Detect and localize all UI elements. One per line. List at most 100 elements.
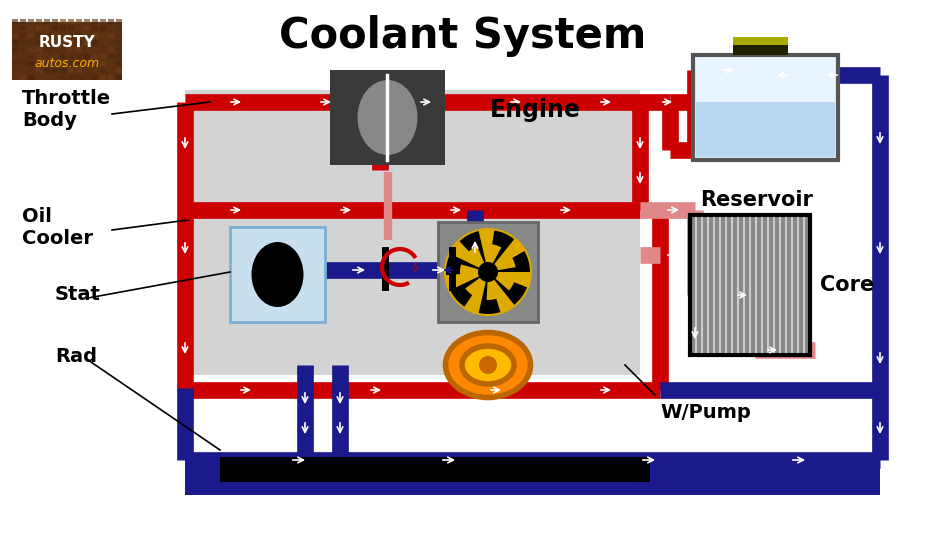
- Bar: [76, 19, 82, 24]
- Bar: [52, 26, 58, 31]
- Bar: [52, 47, 58, 52]
- Text: autos.com: autos.com: [34, 57, 99, 70]
- Bar: [60, 47, 66, 52]
- Bar: [36, 19, 42, 24]
- Bar: [20, 47, 26, 52]
- Wedge shape: [488, 244, 502, 272]
- Text: Rad: Rad: [55, 348, 97, 366]
- Bar: [92, 33, 98, 38]
- Wedge shape: [465, 272, 488, 297]
- Bar: [12, 61, 18, 66]
- Bar: [52, 68, 58, 73]
- Circle shape: [478, 262, 498, 282]
- Text: Reservoir: Reservoir: [700, 190, 813, 210]
- Bar: [116, 40, 122, 45]
- Wedge shape: [488, 255, 515, 272]
- Bar: [28, 40, 34, 45]
- Bar: [52, 54, 58, 59]
- Bar: [84, 40, 90, 45]
- Bar: [36, 75, 42, 80]
- Text: RUSTY: RUSTY: [39, 35, 95, 50]
- Bar: [20, 40, 26, 45]
- Bar: [116, 33, 122, 38]
- Bar: [92, 54, 98, 59]
- Bar: [185, 90, 640, 375]
- Bar: [84, 19, 90, 24]
- Bar: [36, 26, 42, 31]
- Bar: [12, 47, 18, 52]
- Bar: [92, 68, 98, 73]
- Bar: [44, 68, 50, 73]
- Bar: [92, 61, 98, 66]
- Bar: [12, 75, 18, 80]
- Bar: [12, 26, 18, 31]
- Bar: [52, 75, 58, 80]
- Bar: [36, 40, 42, 45]
- Bar: [116, 75, 122, 80]
- Bar: [76, 61, 82, 66]
- Bar: [12, 40, 18, 45]
- Bar: [28, 33, 34, 38]
- Bar: [76, 33, 82, 38]
- Bar: [52, 33, 58, 38]
- Bar: [330, 70, 445, 165]
- Bar: [108, 61, 114, 66]
- Bar: [44, 40, 50, 45]
- Bar: [92, 19, 98, 24]
- Bar: [44, 75, 50, 80]
- Bar: [60, 40, 66, 45]
- Wedge shape: [488, 272, 515, 290]
- Wedge shape: [488, 251, 530, 272]
- Bar: [28, 26, 34, 31]
- Bar: [185, 457, 880, 495]
- Bar: [116, 61, 122, 66]
- Bar: [12, 33, 18, 38]
- Bar: [108, 19, 114, 24]
- Bar: [60, 33, 66, 38]
- Wedge shape: [478, 272, 501, 314]
- Bar: [108, 68, 114, 73]
- Bar: [84, 26, 90, 31]
- Bar: [100, 75, 106, 80]
- Bar: [696, 102, 835, 157]
- Bar: [92, 75, 98, 80]
- Ellipse shape: [251, 242, 303, 307]
- Bar: [44, 47, 50, 52]
- Text: Stat: Stat: [55, 285, 101, 305]
- Bar: [84, 68, 90, 73]
- Bar: [84, 47, 90, 52]
- Bar: [690, 215, 810, 355]
- Bar: [36, 61, 42, 66]
- Bar: [20, 54, 26, 59]
- Bar: [108, 33, 114, 38]
- Bar: [108, 54, 114, 59]
- Bar: [60, 54, 66, 59]
- Bar: [28, 47, 34, 52]
- Bar: [100, 33, 106, 38]
- Bar: [92, 26, 98, 31]
- Bar: [52, 61, 58, 66]
- Text: Engine: Engine: [490, 98, 581, 122]
- Bar: [76, 68, 82, 73]
- Bar: [116, 68, 122, 73]
- Bar: [84, 54, 90, 59]
- Bar: [108, 40, 114, 45]
- Bar: [20, 61, 26, 66]
- Bar: [100, 54, 106, 59]
- Wedge shape: [466, 246, 488, 272]
- Bar: [100, 68, 106, 73]
- Wedge shape: [488, 230, 514, 272]
- Bar: [28, 54, 34, 59]
- Bar: [92, 47, 98, 52]
- Bar: [28, 61, 34, 66]
- Bar: [68, 26, 74, 31]
- Bar: [84, 33, 90, 38]
- Wedge shape: [487, 272, 500, 300]
- Bar: [100, 26, 106, 31]
- Bar: [36, 33, 42, 38]
- Text: Oil
Cooler: Oil Cooler: [22, 207, 93, 249]
- Bar: [12, 54, 18, 59]
- Ellipse shape: [358, 80, 417, 155]
- Bar: [76, 75, 82, 80]
- Bar: [76, 54, 82, 59]
